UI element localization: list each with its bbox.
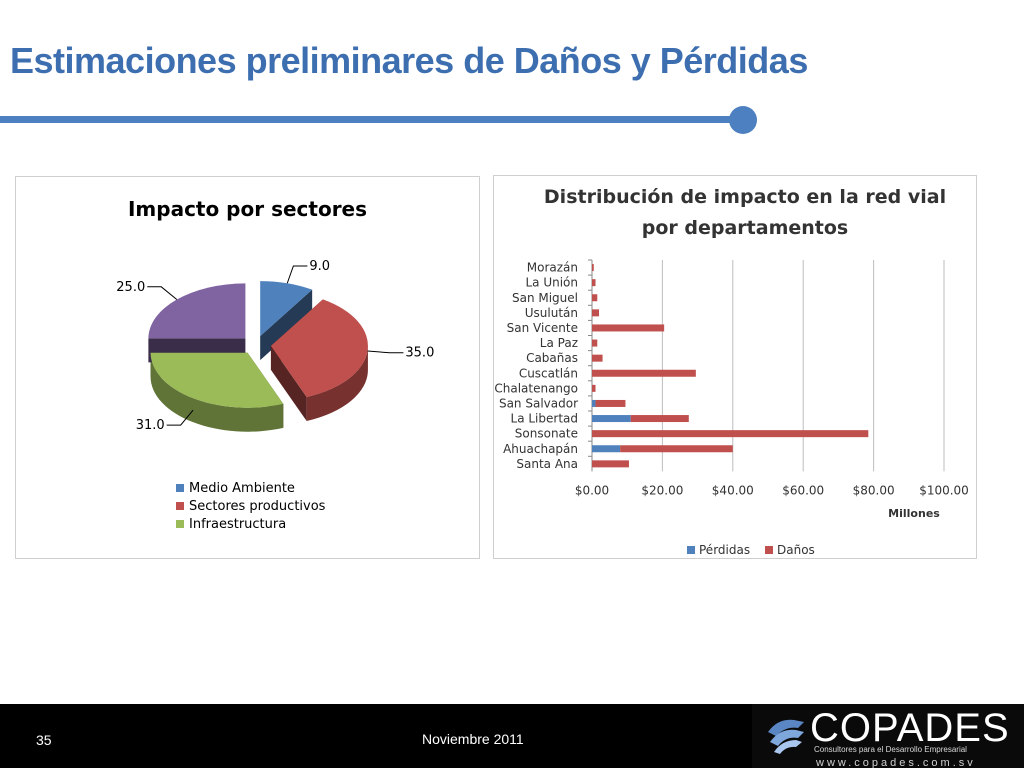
pie-slice-face [270, 345, 307, 422]
bar-x-tick-label: $60.00 [782, 483, 824, 497]
bar-category-label: La Unión [525, 276, 578, 290]
bar-category-label: Chalatenango [494, 381, 578, 395]
bar-category-label: La Libertad [511, 412, 578, 426]
bar-category-label: Cabañas [526, 351, 578, 365]
bar-category-label: San Salvador [499, 396, 578, 410]
pie-slice-1 [270, 299, 368, 398]
logo-wordmark: COPADES [810, 706, 1010, 750]
bar-category-label: Santa Ana [516, 457, 578, 471]
bar-daños [592, 309, 600, 317]
logo-tagline: Consultores para el Desarrollo Empresari… [814, 745, 967, 754]
pie-value-label: 35.0 [405, 346, 434, 361]
title-underline-dot [729, 106, 757, 134]
bar-daños [595, 399, 626, 407]
legend-label-pérdidas: Pérdidas [699, 543, 750, 557]
pie-leader-line [147, 286, 178, 300]
pie-slice-tops [148, 281, 368, 408]
bar-category-label: San Vicente [507, 321, 578, 335]
bar-chart: Distribución de impacto en la red vial po… [494, 186, 969, 557]
legend-swatch [176, 484, 184, 492]
legend-swatch [765, 546, 773, 554]
bar-category-label: Morazán [527, 261, 578, 275]
pie-value-labels: 9.0 35.0 31.0 25.0 [116, 259, 434, 433]
legend-item-sectores-productivos: Sectores productivos [176, 497, 325, 515]
pie-leader-line [286, 265, 308, 284]
pie-legend: Medio Ambiente Sectores productivos Infr… [176, 479, 325, 533]
bar-daños [592, 460, 629, 468]
logo-url: www.copades.com.sv [816, 757, 976, 768]
pie-slice-wall [150, 352, 284, 432]
bar-category-label: Sonsonate [515, 427, 578, 441]
bar-pérdidas [592, 399, 596, 407]
page-number: 35 [36, 732, 52, 748]
logo-mark-icon [768, 719, 804, 754]
bar-category-label: Usulután [525, 306, 578, 320]
bar-daños [592, 354, 603, 362]
bar-daños [592, 294, 598, 302]
bar-pérdidas [592, 445, 621, 453]
bar-daños [592, 279, 596, 287]
bar-daños [592, 324, 665, 332]
bar-pérdidas [592, 415, 631, 423]
pie-chart-panel: Impacto por sectores 9.0 35.0 31.0 25.0 Med… [15, 176, 480, 559]
bar-x-tick-label: $80.00 [853, 483, 895, 497]
legend-item-medio-ambiente: Medio Ambiente [176, 479, 325, 497]
legend-label: Medio Ambiente [189, 480, 295, 496]
legend-label-daños: Daños [777, 543, 815, 557]
bar-daños [592, 264, 594, 272]
bar-daños [592, 339, 598, 347]
bar-x-tick-label: $40.00 [712, 483, 754, 497]
legend-label: Infraestructura [189, 516, 287, 532]
bar-gridlines [591, 260, 945, 472]
pie-chart: 9.0 35.0 31.0 25.0 [116, 259, 434, 433]
bar-category-label: Cuscatlán [519, 366, 578, 380]
bar-chart-title-line: por departamentos [642, 217, 848, 239]
pie-leader-line [367, 350, 404, 354]
legend-item-infraestructura: Infraestructura [176, 515, 325, 533]
bar-daños [592, 430, 869, 438]
legend-swatch [176, 520, 184, 528]
legend-swatch [176, 502, 184, 510]
bar-x-axis-label: Millones [888, 507, 940, 520]
bar-marks [592, 264, 869, 468]
bar-chart-title-line: Distribución de impacto en la red vial [544, 186, 946, 208]
pie-slice-face [260, 289, 313, 361]
pie-value-label: 31.0 [136, 418, 165, 433]
bar-daños [620, 445, 733, 453]
bar-category-label: San Miguel [512, 291, 578, 305]
bar-daños [630, 415, 689, 423]
legend-label: Sectores productivos [189, 498, 326, 514]
bar-chart-panel: Distribución de impacto en la red vial po… [493, 175, 977, 559]
bar-x-tick-label: $20.00 [641, 483, 683, 497]
bar-x-tick-label: $0.00 [575, 483, 609, 497]
footer-date: Noviembre 2011 [422, 731, 524, 747]
bar-category-label: La Paz [540, 336, 578, 350]
title-underline [0, 116, 740, 123]
bar-x-tick-label: $100.00 [919, 483, 969, 497]
pie-slice-wall [306, 345, 368, 422]
pie-slice-0 [260, 281, 313, 337]
pie-value-label: 25.0 [116, 280, 145, 295]
bar-daños [592, 369, 696, 377]
slide-title: Estimaciones preliminares de Daños y Pér… [10, 40, 808, 81]
pie-slice-2 [150, 352, 284, 408]
pie-slice-3 [148, 283, 246, 339]
pie-chart-title: Impacto por sectores [127, 197, 368, 221]
bar-daños [592, 384, 596, 392]
bar-category-label: Ahuachapán [503, 442, 578, 456]
pie-value-label: 9.0 [309, 259, 330, 274]
legend-swatch [687, 546, 695, 554]
copades-logo: COPADES Consultores para el Desarrollo E… [752, 704, 1024, 768]
pie-leader-line [166, 409, 194, 426]
